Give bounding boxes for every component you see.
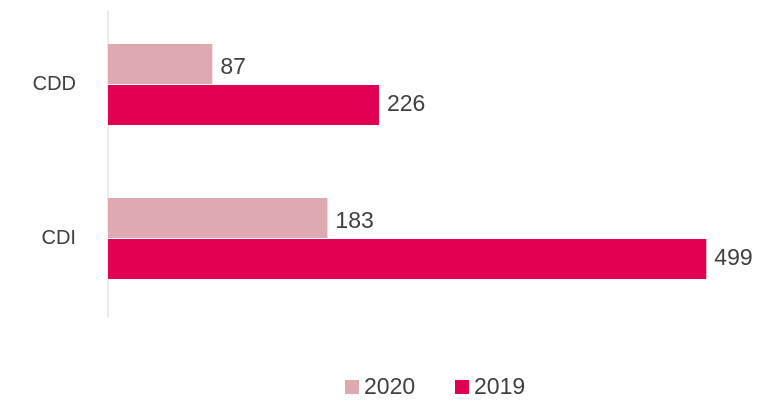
legend-label: 2019 bbox=[474, 373, 525, 399]
category-label: CDD bbox=[33, 73, 76, 95]
value-label: 499 bbox=[714, 244, 752, 270]
legend-label: 2020 bbox=[364, 373, 415, 399]
bar bbox=[108, 85, 379, 125]
value-label: 226 bbox=[387, 90, 425, 116]
bar bbox=[108, 44, 213, 84]
legend-swatch bbox=[345, 380, 359, 394]
legend-swatch bbox=[455, 380, 469, 394]
value-label: 183 bbox=[335, 207, 373, 233]
category-label: CDI bbox=[42, 227, 76, 249]
value-label: 87 bbox=[220, 53, 246, 79]
bar bbox=[108, 239, 707, 279]
bar bbox=[108, 198, 328, 238]
